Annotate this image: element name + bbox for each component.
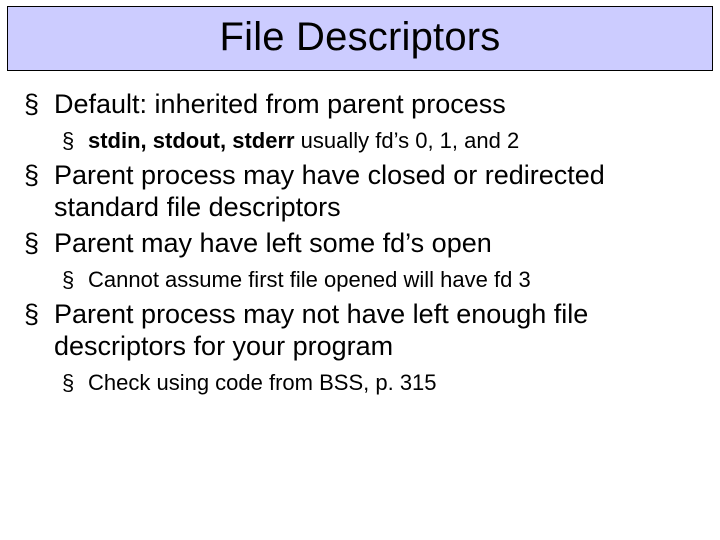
sub-bullet-item: stdin, stdout, stderr usually fd’s 0, 1,…: [54, 127, 702, 155]
bullet-item: Default: inherited from parent process s…: [18, 89, 702, 154]
sub-bullet-text: Check using code from BSS, p. 315: [88, 370, 437, 395]
bullet-text: Parent may have left some fd’s open: [54, 228, 492, 258]
title-bar: File Descriptors: [7, 6, 713, 71]
sub-bullet-list: Cannot assume first file opened will hav…: [54, 266, 702, 294]
sub-bullet-list: stdin, stdout, stderr usually fd’s 0, 1,…: [54, 127, 702, 155]
slide-content: Default: inherited from parent process s…: [0, 71, 720, 397]
sub-bullet-text: Cannot assume first file opened will hav…: [88, 267, 531, 292]
bullet-item: Parent may have left some fd’s open Cann…: [18, 228, 702, 293]
sub-bullet-item: Cannot assume first file opened will hav…: [54, 266, 702, 294]
slide-title: File Descriptors: [8, 15, 712, 60]
bullet-list: Default: inherited from parent process s…: [18, 89, 702, 397]
sub-bullet-bold: stdin, stdout, stderr: [88, 128, 295, 153]
bullet-item: Parent process may have closed or redire…: [18, 160, 702, 224]
sub-bullet-rest: usually fd’s 0, 1, and 2: [295, 128, 520, 153]
sub-bullet-item: Check using code from BSS, p. 315: [54, 369, 702, 397]
sub-bullet-list: Check using code from BSS, p. 315: [54, 369, 702, 397]
bullet-text: Parent process may have closed or redire…: [54, 160, 605, 222]
bullet-text: Parent process may not have left enough …: [54, 299, 588, 361]
bullet-item: Parent process may not have left enough …: [18, 299, 702, 396]
slide: File Descriptors Default: inherited from…: [0, 6, 720, 540]
bullet-text: Default: inherited from parent process: [54, 89, 506, 119]
